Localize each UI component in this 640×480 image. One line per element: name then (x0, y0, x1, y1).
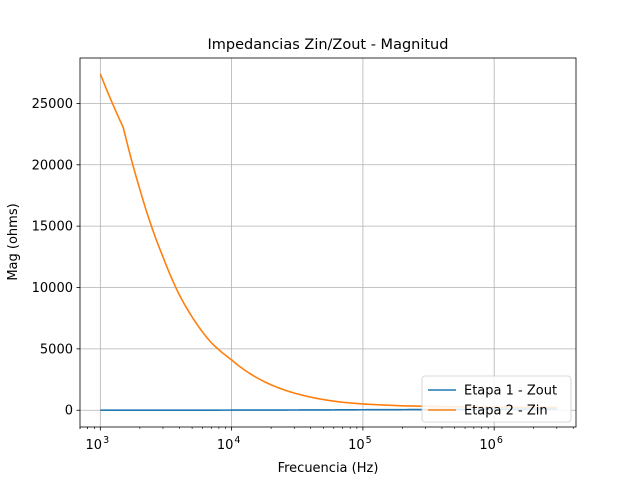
legend-box (421, 375, 572, 423)
y-tick-label: 5000 (40, 342, 73, 357)
y-axis-label: Mag (ohms) (6, 203, 21, 280)
y-tick-label: 25000 (32, 97, 73, 112)
y-tick-label: 10000 (32, 281, 73, 296)
y-tick-label: 0 (65, 404, 73, 419)
plot-frame (79, 57, 577, 428)
legend-label: Etapa 2 - Zin (464, 404, 548, 419)
chart-title: Impedancias Zin/Zout - Magnitud (208, 37, 449, 53)
y-tick-label: 15000 (32, 220, 73, 235)
y-tick-label: 20000 (32, 158, 73, 173)
legend: Etapa 1 - Zout Etapa 2 - Zin (421, 375, 572, 423)
x-axis-label: Frecuencia (Hz) (278, 461, 379, 476)
grid-lines (80, 58, 576, 427)
legend-label: Etapa 1 - Zout (464, 384, 557, 399)
